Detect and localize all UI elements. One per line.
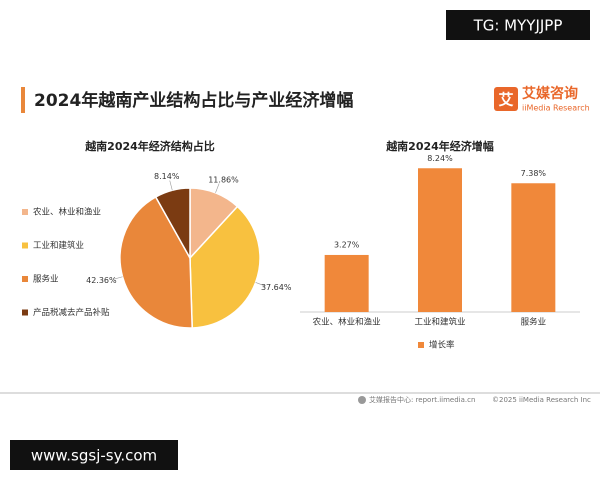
chart-title: 越南2024年经济增幅	[385, 139, 494, 153]
x-tick-label: 工业和建筑业	[414, 317, 465, 328]
chart-title: 越南2024年经济结构占比	[84, 139, 215, 153]
leader-line	[215, 183, 220, 193]
legend-label: 工业和建筑业	[33, 240, 84, 251]
x-tick-label: 服务业	[521, 317, 547, 328]
data-label: 11.86%	[208, 175, 239, 184]
legend-swatch	[22, 309, 28, 316]
title-accent	[21, 87, 25, 113]
data-label: 37.64%	[261, 283, 292, 292]
legend-label: 增长率	[429, 340, 455, 351]
pie-slice	[154, 187, 191, 261]
footer-copyright: ©2025 iiMedia Research Inc	[492, 396, 591, 404]
page-title: 2024年越南产业结构占比与产业经济增幅	[34, 90, 353, 111]
pie-slice	[189, 205, 261, 329]
legend-swatch	[418, 342, 424, 348]
x-tick-label: 农业、林业和渔业	[313, 317, 381, 328]
logo-sub: iiMedia Research	[522, 104, 590, 113]
legend-label: 产品税减去产品补贴	[33, 307, 110, 318]
watermark: TG: MYYJJPP	[473, 17, 563, 35]
data-label: 8.24%	[427, 154, 453, 163]
leader-line	[255, 282, 266, 287]
data-label: 3.27%	[334, 240, 360, 249]
logo-icon	[494, 87, 518, 111]
footer-icon	[358, 396, 366, 404]
leader-line	[169, 180, 173, 191]
watermark-box	[446, 10, 590, 40]
data-label: 42.36%	[86, 276, 117, 285]
legend-label: 服务业	[33, 274, 59, 285]
logo: 艾媒咨询	[522, 85, 578, 102]
bar	[511, 183, 556, 312]
legend-swatch	[22, 276, 28, 282]
watermark: www.sgsj-sy.com	[31, 447, 157, 465]
bar	[324, 254, 369, 312]
legend-swatch	[22, 242, 28, 249]
legend-swatch	[22, 209, 28, 215]
data-label: 7.38%	[521, 169, 547, 178]
footer-source: 艾媒报告中心: report.iimedia.cn	[369, 395, 475, 404]
leader-line	[112, 276, 123, 280]
logo-icon-text: 艾	[498, 91, 513, 109]
legend-label: 农业、林业和渔业	[33, 207, 101, 218]
bar	[418, 168, 462, 312]
pie-slice	[119, 195, 193, 329]
data-label: 8.14%	[154, 172, 180, 181]
watermark-box	[10, 440, 178, 470]
